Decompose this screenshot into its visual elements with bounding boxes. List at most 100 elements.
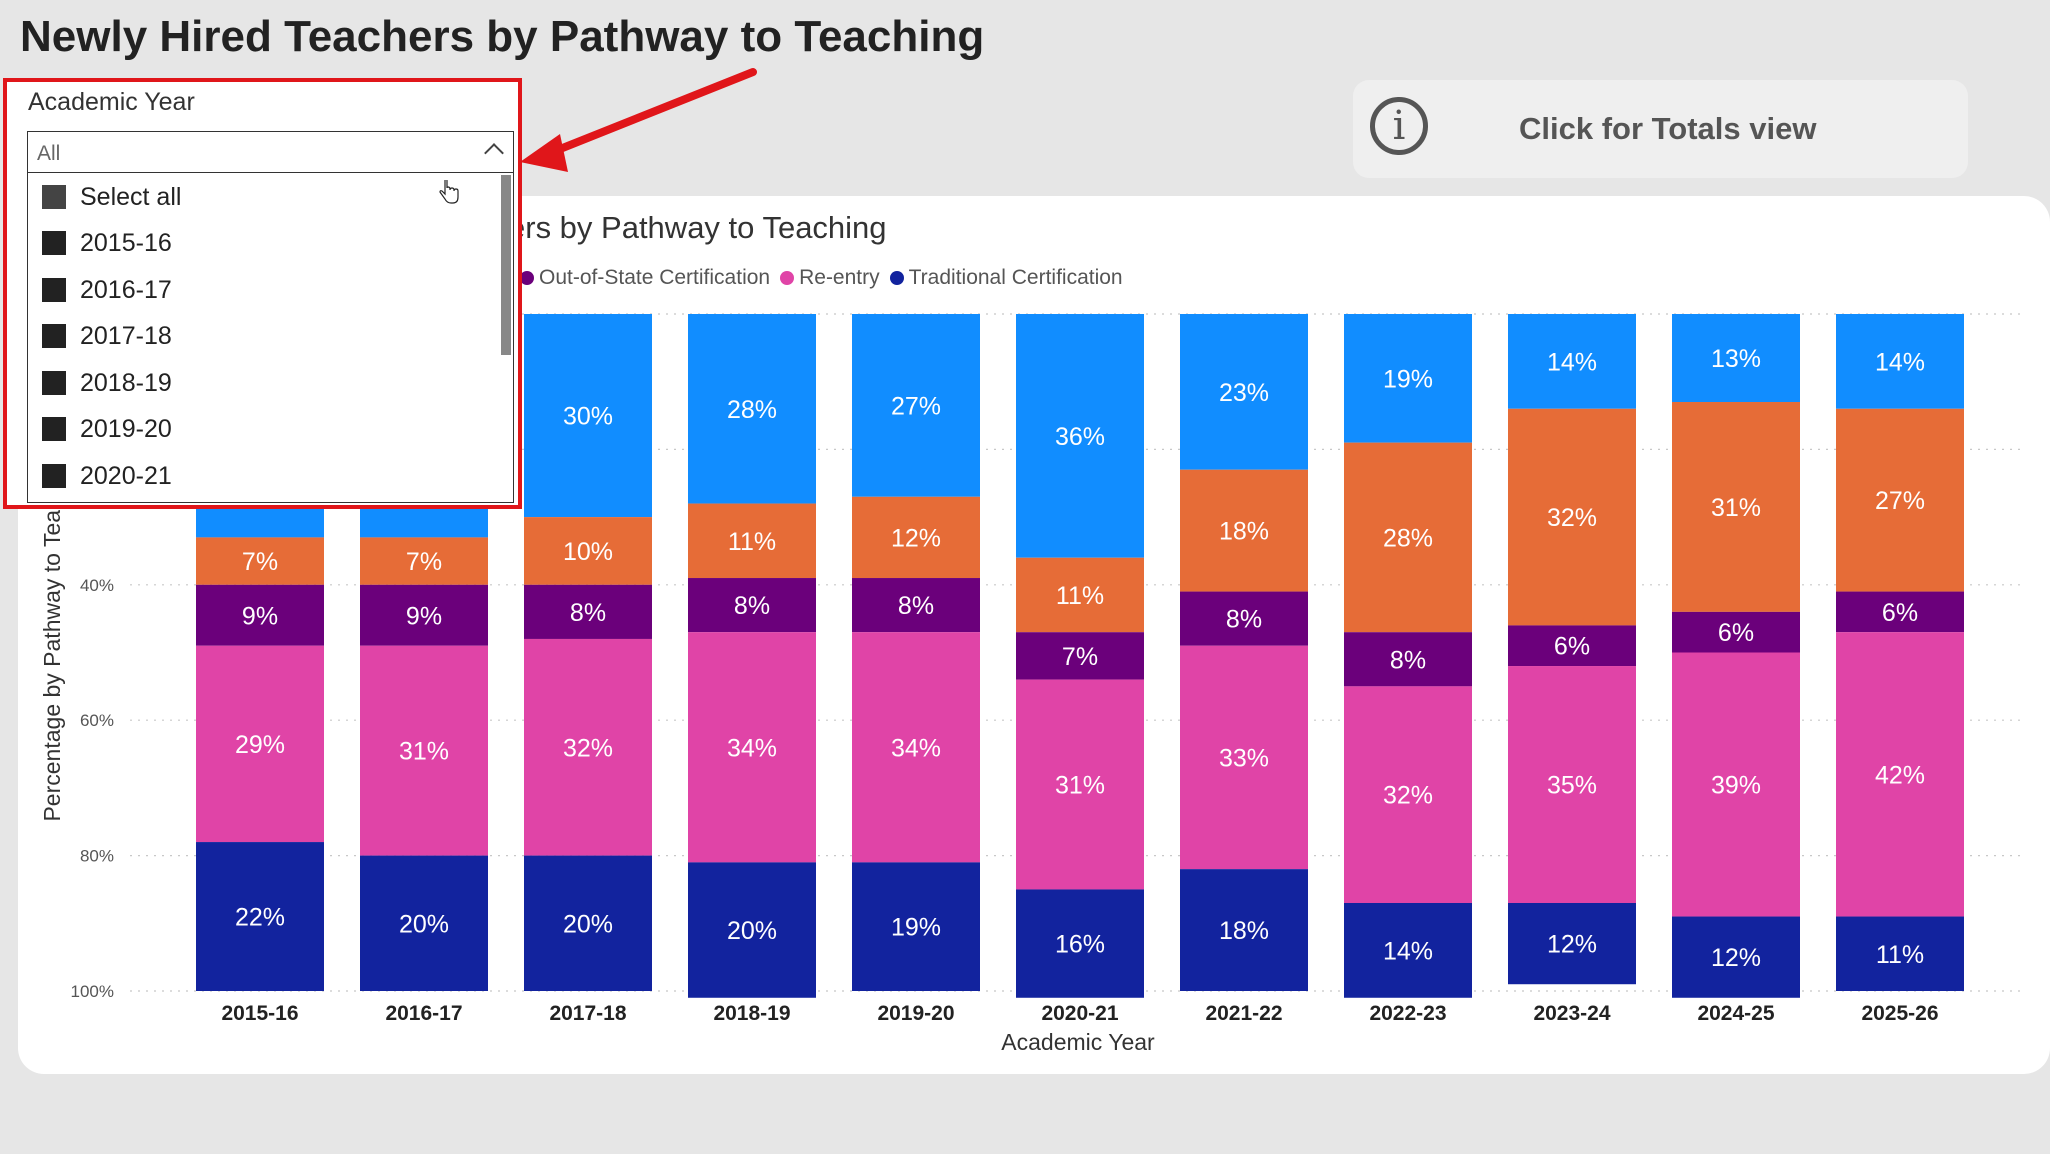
bar-segment [688, 314, 816, 504]
slicer-item-select-all[interactable]: Select all [28, 177, 498, 217]
x-tick-label: 2016-17 [385, 1002, 462, 1025]
legend-label-re-entry: Re-entry [799, 266, 880, 289]
data-label: 29% [235, 731, 285, 759]
bar-segment [360, 855, 488, 991]
data-label: 11% [728, 528, 776, 556]
data-label: 14% [1875, 348, 1925, 376]
slicer-item-label: 2020-21 [80, 461, 172, 490]
checkbox-icon[interactable] [42, 464, 66, 488]
data-label: 16% [1055, 931, 1105, 959]
chart-title: ers by Pathway to Teaching [508, 210, 887, 245]
bar-segment [1508, 314, 1636, 409]
legend-label-out-of-state: Out-of-State Certification [539, 266, 771, 289]
legend-item-traditional[interactable]: Traditional Certification [889, 266, 1123, 290]
bar-segment [688, 578, 816, 633]
slicer-dropdown[interactable]: All [27, 131, 514, 173]
checkbox-icon[interactable] [42, 417, 66, 441]
bar-segment [688, 862, 816, 998]
slicer-item-2017-18[interactable]: 2017-18 [28, 316, 498, 356]
data-label: 14% [1383, 937, 1433, 965]
data-label: 31% [1055, 772, 1105, 800]
checkbox-icon[interactable] [42, 371, 66, 395]
legend-dot-traditional [889, 271, 904, 285]
bar-segment [1508, 902, 1636, 985]
bar-segment [1344, 442, 1472, 633]
data-label: 8% [1226, 606, 1262, 634]
slicer-item-label: 2019-20 [80, 414, 172, 443]
legend-item-out-of-state[interactable]: Out-of-State Certification [520, 266, 770, 290]
slicer-item-2015-16[interactable]: 2015-16 [28, 223, 498, 263]
bar-segment [852, 496, 980, 579]
info-icon: i [1370, 97, 1428, 155]
slicer-item-label: 2015-16 [80, 228, 172, 257]
data-label: 42% [1875, 761, 1925, 789]
data-label: 35% [1547, 772, 1597, 800]
bar-segment [688, 632, 816, 863]
bar-segment [1016, 679, 1144, 890]
chevron-up-icon[interactable] [484, 143, 504, 163]
data-label: 8% [898, 592, 934, 620]
bar-segment [360, 537, 488, 585]
checkbox-icon[interactable] [42, 185, 66, 209]
data-label: 7% [1062, 643, 1098, 671]
data-label: 28% [727, 396, 777, 424]
slicer-item-label: 2017-18 [80, 321, 172, 350]
data-label: 7% [242, 548, 278, 576]
data-label: 23% [1219, 379, 1269, 407]
slicer-item-2019-20[interactable]: 2019-20 [28, 409, 498, 449]
bar-segment [1836, 916, 1964, 991]
data-label: 27% [891, 392, 941, 420]
slicer-item-2016-17[interactable]: 2016-17 [28, 270, 498, 310]
bar-segment [688, 503, 816, 579]
slicer-item-2020-21[interactable]: 2020-21 [28, 456, 498, 496]
bar-segment [196, 842, 324, 991]
data-label: 20% [399, 910, 449, 938]
totals-view-label: Click for Totals view [1519, 111, 1817, 146]
data-label: 11% [1876, 941, 1924, 969]
bar-segment [1672, 402, 1800, 612]
bar-segment [360, 645, 488, 856]
bar-segment [1508, 625, 1636, 667]
data-label: 31% [1711, 494, 1761, 522]
bar-segment [1836, 314, 1964, 409]
slicer-scrollbar[interactable] [501, 175, 511, 355]
data-label: 10% [563, 538, 613, 566]
x-tick-label: 2021-22 [1205, 1002, 1282, 1025]
bar-segment [1672, 652, 1800, 917]
data-label: 8% [734, 592, 770, 620]
data-label: 8% [1390, 646, 1426, 674]
data-label: 18% [1219, 518, 1269, 546]
bar-segment [1180, 314, 1308, 470]
bar-segment [852, 862, 980, 991]
bar-segment [1016, 632, 1144, 680]
data-label: 33% [1219, 744, 1269, 772]
x-tick-label: 2018-19 [713, 1002, 790, 1025]
slicer-item-label: Select all [80, 182, 182, 211]
legend-item-re-entry[interactable]: Re-entry [780, 266, 880, 290]
data-label: 6% [1718, 619, 1754, 647]
legend-dot-re-entry [780, 271, 795, 285]
bar-segment [1672, 611, 1800, 653]
bar-segment [1672, 314, 1800, 403]
checkbox-icon[interactable] [42, 324, 66, 348]
slicer-list[interactable]: Select all 2015-16 2016-17 2017-18 2018-… [27, 173, 514, 503]
data-label: 22% [235, 904, 285, 932]
data-label: 20% [727, 917, 777, 945]
page-title: Newly Hired Teachers by Pathway to Teach… [20, 12, 985, 61]
x-tick-label: 2025-26 [1861, 1002, 1938, 1025]
checkbox-icon[interactable] [42, 231, 66, 255]
data-label: 9% [406, 602, 442, 630]
data-label: 19% [891, 914, 941, 942]
bar-segment [852, 578, 980, 633]
data-label: 32% [563, 734, 613, 762]
data-label: 20% [563, 910, 613, 938]
x-tick-label: 2017-18 [549, 1002, 626, 1025]
bar-segment [524, 584, 652, 639]
data-label: 32% [1547, 504, 1597, 532]
bar-segment [1180, 645, 1308, 870]
totals-view-button[interactable]: i Click for Totals view [1353, 80, 1968, 178]
checkbox-icon[interactable] [42, 278, 66, 302]
data-label: 6% [1554, 633, 1590, 661]
bar-segment [1016, 314, 1144, 558]
slicer-item-2018-19[interactable]: 2018-19 [28, 363, 498, 403]
